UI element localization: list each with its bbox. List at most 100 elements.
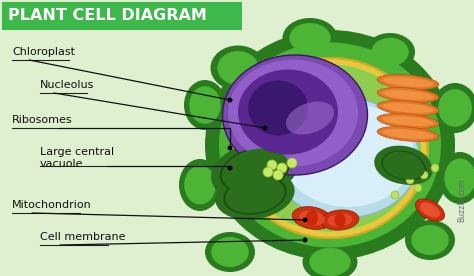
Ellipse shape [377, 126, 439, 142]
Ellipse shape [383, 152, 423, 179]
Ellipse shape [335, 213, 346, 228]
Ellipse shape [283, 18, 337, 58]
Ellipse shape [374, 146, 432, 184]
Ellipse shape [382, 90, 434, 100]
Ellipse shape [205, 30, 455, 260]
Ellipse shape [244, 163, 266, 177]
Ellipse shape [444, 158, 474, 198]
Ellipse shape [179, 159, 221, 211]
Ellipse shape [306, 210, 318, 226]
Ellipse shape [382, 150, 425, 179]
Ellipse shape [233, 182, 277, 208]
Ellipse shape [382, 129, 434, 139]
Ellipse shape [406, 176, 414, 184]
Text: Nucleolus: Nucleolus [40, 80, 94, 90]
Ellipse shape [245, 189, 265, 201]
FancyBboxPatch shape [2, 2, 242, 30]
Ellipse shape [302, 217, 308, 222]
Ellipse shape [241, 187, 269, 203]
Ellipse shape [431, 164, 439, 172]
Ellipse shape [239, 185, 271, 205]
Ellipse shape [292, 207, 332, 229]
Ellipse shape [381, 151, 433, 185]
Text: Cell membrane: Cell membrane [40, 232, 126, 242]
Ellipse shape [310, 248, 351, 276]
Text: PLANT CELL DIAGRAM: PLANT CELL DIAGRAM [8, 9, 207, 23]
Ellipse shape [225, 177, 285, 213]
Ellipse shape [263, 126, 267, 131]
Ellipse shape [271, 98, 419, 218]
Ellipse shape [286, 102, 334, 134]
Ellipse shape [390, 156, 416, 174]
Ellipse shape [228, 60, 358, 166]
Ellipse shape [211, 237, 249, 267]
Ellipse shape [233, 58, 428, 238]
Ellipse shape [377, 100, 439, 115]
Ellipse shape [223, 175, 287, 215]
Ellipse shape [228, 153, 282, 187]
Ellipse shape [263, 167, 273, 177]
Ellipse shape [388, 155, 426, 181]
Ellipse shape [289, 23, 331, 53]
Ellipse shape [267, 160, 277, 170]
Ellipse shape [328, 213, 352, 227]
Ellipse shape [377, 113, 439, 129]
Text: Buzzle.com: Buzzle.com [457, 178, 466, 222]
Ellipse shape [394, 159, 411, 171]
Ellipse shape [396, 161, 419, 176]
Ellipse shape [405, 220, 455, 260]
Ellipse shape [382, 116, 434, 126]
Ellipse shape [302, 243, 357, 276]
Ellipse shape [231, 57, 429, 239]
Ellipse shape [389, 155, 418, 175]
Ellipse shape [282, 103, 414, 207]
Ellipse shape [439, 152, 474, 204]
Ellipse shape [382, 77, 434, 87]
Ellipse shape [321, 210, 359, 230]
Ellipse shape [396, 160, 410, 170]
Ellipse shape [239, 160, 271, 180]
Ellipse shape [391, 191, 399, 199]
Ellipse shape [401, 164, 413, 172]
Ellipse shape [389, 156, 425, 180]
Ellipse shape [420, 202, 440, 217]
Ellipse shape [248, 81, 308, 136]
Text: Large central
vacuole: Large central vacuole [40, 147, 114, 169]
Ellipse shape [287, 158, 297, 168]
Ellipse shape [189, 86, 221, 124]
Ellipse shape [302, 238, 308, 243]
Ellipse shape [277, 163, 287, 173]
Ellipse shape [184, 80, 226, 130]
Ellipse shape [382, 103, 434, 113]
Ellipse shape [222, 148, 288, 192]
Ellipse shape [215, 170, 295, 220]
Ellipse shape [377, 87, 439, 102]
Text: Ribosomes: Ribosomes [12, 115, 73, 125]
Ellipse shape [420, 171, 428, 179]
Ellipse shape [377, 75, 439, 89]
Ellipse shape [231, 180, 279, 210]
Text: Chloroplast: Chloroplast [12, 47, 75, 57]
Ellipse shape [432, 83, 474, 133]
Ellipse shape [218, 51, 259, 85]
Text: Mitochondrion: Mitochondrion [12, 200, 92, 210]
Ellipse shape [211, 141, 299, 199]
Ellipse shape [228, 97, 233, 102]
Ellipse shape [205, 232, 255, 272]
Ellipse shape [219, 43, 441, 248]
Ellipse shape [228, 145, 233, 150]
Ellipse shape [239, 65, 421, 232]
Ellipse shape [210, 46, 265, 91]
Ellipse shape [438, 89, 472, 127]
Ellipse shape [184, 166, 216, 205]
Ellipse shape [414, 184, 422, 192]
Ellipse shape [371, 38, 409, 66]
Ellipse shape [273, 170, 283, 180]
Ellipse shape [237, 158, 273, 182]
Ellipse shape [222, 55, 367, 175]
Ellipse shape [241, 67, 419, 230]
Ellipse shape [220, 147, 290, 193]
Ellipse shape [411, 225, 449, 255]
Ellipse shape [238, 70, 338, 155]
Ellipse shape [230, 154, 280, 186]
